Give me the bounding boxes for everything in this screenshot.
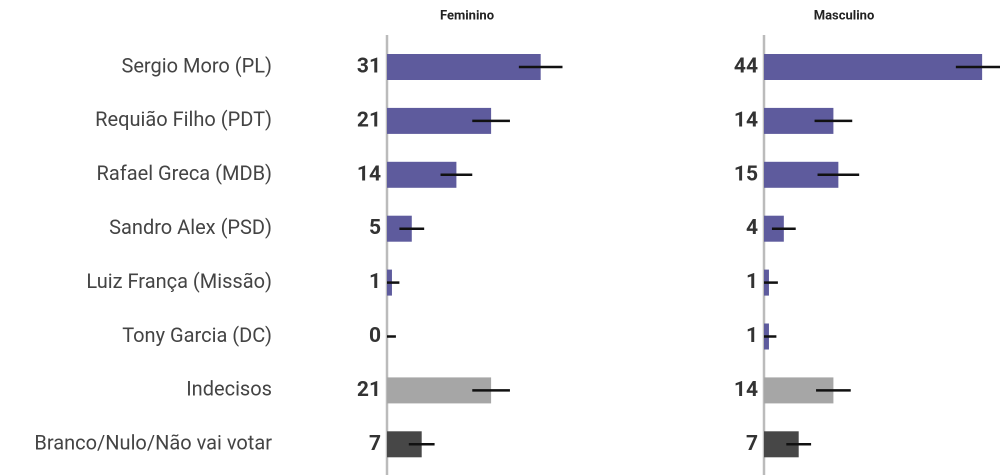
value-label: 7 — [746, 432, 758, 456]
category-label: Rafael Greca (MDB) — [97, 161, 272, 185]
value-label: 14 — [734, 108, 758, 132]
category-label: Sergio Moro (PL) — [121, 53, 272, 77]
value-label: 5 — [369, 216, 381, 240]
bar — [764, 54, 983, 80]
value-label: 4 — [746, 216, 758, 240]
value-label: 44 — [734, 55, 758, 79]
value-label: 0 — [369, 324, 381, 348]
value-label: 7 — [369, 432, 381, 456]
value-label: 14 — [734, 378, 758, 402]
value-label: 15 — [734, 162, 758, 186]
value-label: 14 — [357, 162, 381, 186]
value-label: 21 — [357, 108, 381, 132]
category-label: Requião Filho (PDT) — [95, 107, 272, 131]
category-label: Branco/Nulo/Não vai votar — [34, 431, 272, 455]
category-label: Tony Garcia (DC) — [122, 323, 272, 347]
category-label: Sandro Alex (PSD) — [109, 215, 272, 239]
category-label: Indecisos — [186, 377, 272, 401]
value-label: 31 — [357, 55, 381, 79]
category-label: Luiz França (Missão) — [86, 269, 272, 293]
value-label: 1 — [746, 324, 758, 348]
value-label: 1 — [369, 270, 381, 294]
value-label: 1 — [746, 270, 758, 294]
panel-title: Feminino — [440, 8, 494, 23]
value-label: 21 — [357, 378, 381, 402]
bar — [387, 54, 541, 80]
panel-title: Masculino — [814, 8, 875, 23]
